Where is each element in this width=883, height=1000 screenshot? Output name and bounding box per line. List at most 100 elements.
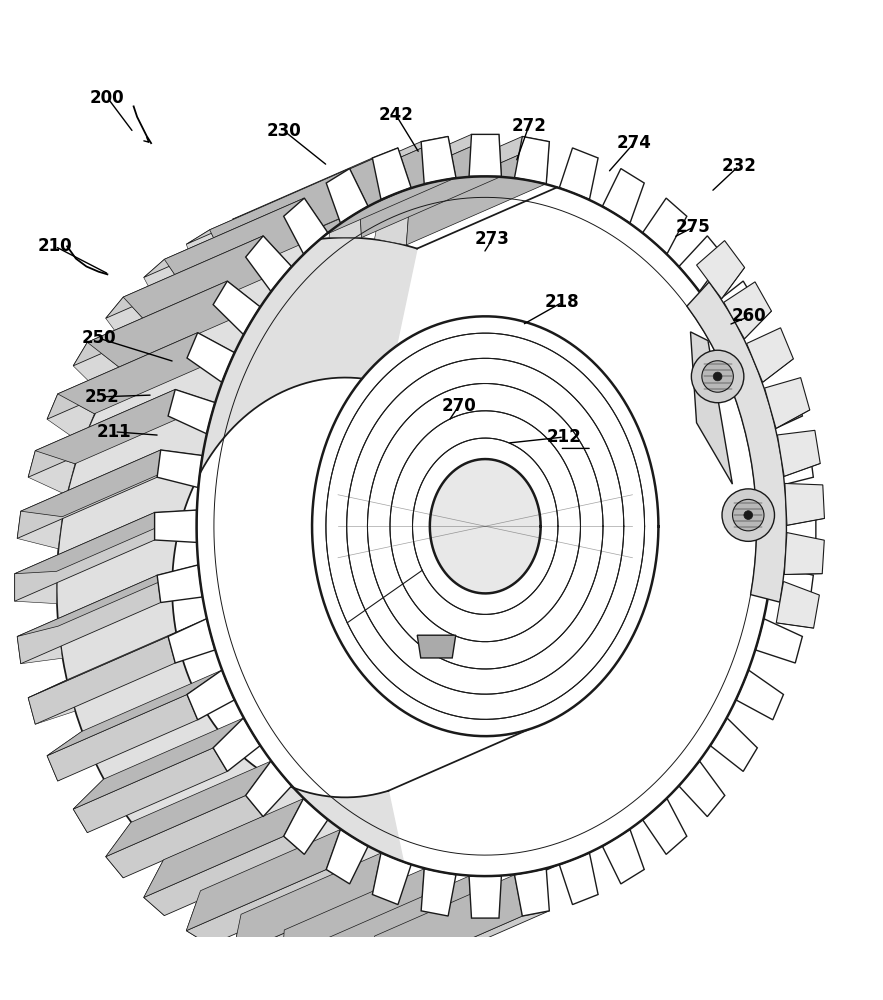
Polygon shape — [232, 209, 271, 261]
Polygon shape — [186, 829, 341, 931]
Polygon shape — [17, 626, 63, 664]
Polygon shape — [430, 459, 540, 593]
Polygon shape — [47, 694, 198, 781]
Text: 210: 210 — [38, 237, 72, 255]
Polygon shape — [515, 136, 549, 184]
Text: 232: 232 — [721, 157, 757, 175]
Polygon shape — [187, 333, 234, 382]
Polygon shape — [643, 198, 687, 254]
Polygon shape — [687, 282, 787, 602]
Polygon shape — [73, 748, 227, 833]
Polygon shape — [679, 236, 725, 291]
Polygon shape — [187, 670, 234, 720]
Polygon shape — [28, 636, 175, 724]
Polygon shape — [374, 930, 410, 977]
Polygon shape — [774, 510, 816, 542]
Polygon shape — [756, 619, 803, 663]
Polygon shape — [124, 236, 291, 328]
Polygon shape — [331, 134, 499, 196]
Polygon shape — [144, 259, 188, 315]
Polygon shape — [28, 451, 75, 495]
Polygon shape — [374, 198, 410, 245]
Text: 230: 230 — [267, 122, 301, 140]
Polygon shape — [329, 876, 472, 979]
Polygon shape — [560, 853, 598, 905]
Polygon shape — [186, 230, 228, 284]
Text: 272: 272 — [511, 117, 547, 135]
Polygon shape — [326, 169, 368, 223]
Polygon shape — [308, 136, 456, 239]
Polygon shape — [232, 148, 398, 219]
Polygon shape — [232, 914, 271, 966]
Polygon shape — [213, 718, 260, 771]
Polygon shape — [747, 328, 793, 382]
Text: 212: 212 — [547, 428, 581, 446]
Polygon shape — [73, 718, 244, 809]
Polygon shape — [155, 510, 197, 542]
Circle shape — [702, 361, 734, 392]
Polygon shape — [515, 869, 549, 916]
Polygon shape — [331, 918, 499, 979]
Polygon shape — [47, 394, 94, 444]
Polygon shape — [643, 799, 687, 854]
Polygon shape — [679, 761, 725, 817]
Polygon shape — [281, 198, 316, 245]
Polygon shape — [768, 450, 813, 488]
Polygon shape — [15, 571, 57, 604]
Polygon shape — [329, 937, 361, 979]
Polygon shape — [47, 731, 94, 781]
Polygon shape — [209, 169, 368, 267]
Polygon shape — [768, 565, 813, 603]
Text: 274: 274 — [616, 134, 652, 152]
Polygon shape — [28, 619, 207, 698]
Polygon shape — [106, 761, 271, 857]
Polygon shape — [691, 332, 732, 484]
Polygon shape — [15, 513, 155, 601]
Polygon shape — [245, 236, 291, 291]
Polygon shape — [168, 619, 215, 663]
Circle shape — [722, 489, 774, 541]
Text: 250: 250 — [81, 329, 116, 347]
Polygon shape — [144, 860, 188, 916]
Polygon shape — [469, 876, 502, 918]
Polygon shape — [245, 761, 291, 817]
Polygon shape — [777, 430, 820, 476]
Polygon shape — [283, 799, 328, 854]
Polygon shape — [283, 198, 328, 254]
Text: 218: 218 — [545, 293, 579, 311]
Polygon shape — [697, 241, 744, 299]
Polygon shape — [602, 829, 645, 884]
Polygon shape — [73, 342, 120, 396]
Text: 260: 260 — [732, 307, 766, 325]
Polygon shape — [168, 389, 215, 434]
Polygon shape — [57, 333, 234, 414]
Polygon shape — [724, 282, 772, 339]
Text: 270: 270 — [442, 397, 476, 415]
Circle shape — [733, 499, 764, 531]
Polygon shape — [213, 281, 260, 334]
Polygon shape — [560, 148, 598, 199]
Text: 211: 211 — [97, 423, 132, 441]
Polygon shape — [784, 533, 825, 574]
Text: 200: 200 — [90, 89, 125, 107]
Polygon shape — [73, 281, 227, 366]
Polygon shape — [406, 142, 549, 245]
Text: 273: 273 — [475, 230, 509, 248]
Polygon shape — [144, 799, 304, 897]
Polygon shape — [106, 822, 152, 878]
Polygon shape — [144, 198, 305, 277]
Circle shape — [713, 372, 722, 381]
Polygon shape — [17, 450, 161, 538]
Polygon shape — [157, 565, 202, 603]
Polygon shape — [157, 450, 202, 488]
Polygon shape — [186, 869, 350, 945]
Polygon shape — [35, 389, 215, 464]
Polygon shape — [756, 389, 803, 434]
Polygon shape — [186, 891, 228, 945]
Polygon shape — [47, 670, 222, 756]
Polygon shape — [57, 238, 417, 937]
Text: 275: 275 — [676, 218, 711, 236]
Polygon shape — [736, 333, 783, 382]
Polygon shape — [258, 148, 411, 249]
Polygon shape — [312, 316, 659, 736]
